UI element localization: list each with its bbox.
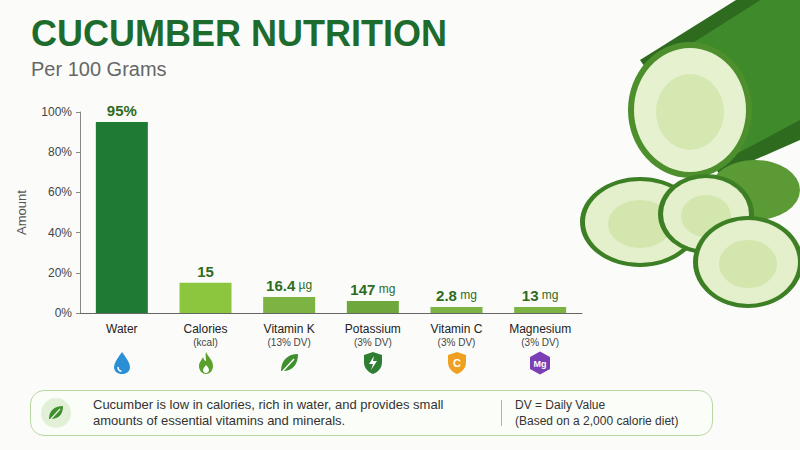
svg-text:Calories: Calories: [183, 322, 227, 336]
html-text:DV = Daily Value: DV = Daily Value: [515, 398, 606, 412]
svg-text:13: 13: [522, 287, 539, 304]
html-text:(Based on a 2,000 calorie diet: (Based on a 2,000 calorie diet): [515, 414, 679, 428]
svg-text:40%: 40%: [48, 226, 72, 240]
svg-text:(3% DV): (3% DV): [354, 337, 392, 348]
svg-text:Potassium: Potassium: [345, 322, 401, 336]
svg-text:80%: 80%: [48, 145, 72, 159]
svg-text:(3% DV): (3% DV): [438, 337, 476, 348]
svg-text:147: 147: [350, 281, 375, 298]
svg-text:Per 100 Grams: Per 100 Grams: [31, 58, 167, 80]
svg-text:0%: 0%: [55, 306, 73, 320]
svg-text:16.4: 16.4: [266, 277, 296, 294]
svg-text:mg: mg: [460, 288, 477, 302]
svg-text:(3% DV): (3% DV): [521, 337, 559, 348]
svg-text:20%: 20%: [48, 266, 72, 280]
svg-text:Vitamin C: Vitamin C: [431, 322, 483, 336]
html-text:Cucumber is low in calories, r: Cucumber is low in calories, rich in wat…: [93, 397, 444, 428]
svg-text:100%: 100%: [41, 105, 72, 119]
svg-text:CUCUMBER NUTRITION: CUCUMBER NUTRITION: [31, 13, 447, 54]
svg-text:(13% DV): (13% DV): [267, 337, 310, 348]
svg-text:2.8: 2.8: [436, 287, 457, 304]
svg-text:Magnesium: Magnesium: [509, 322, 571, 336]
svg-text:Vitamin K: Vitamin K: [264, 322, 315, 336]
svg-text:Mg: Mg: [534, 359, 547, 369]
svg-text:60%: 60%: [48, 185, 72, 199]
svg-text:15: 15: [197, 263, 214, 280]
svg-text:Amount: Amount: [14, 190, 29, 235]
svg-text:mg: mg: [379, 282, 396, 296]
svg-text:µg: µg: [299, 278, 313, 292]
svg-text:C: C: [453, 357, 461, 369]
svg-text:mg: mg: [542, 288, 559, 302]
svg-text:95%: 95%: [107, 102, 137, 119]
svg-text:(kcal): (kcal): [193, 337, 217, 348]
svg-text:Water: Water: [106, 322, 138, 336]
